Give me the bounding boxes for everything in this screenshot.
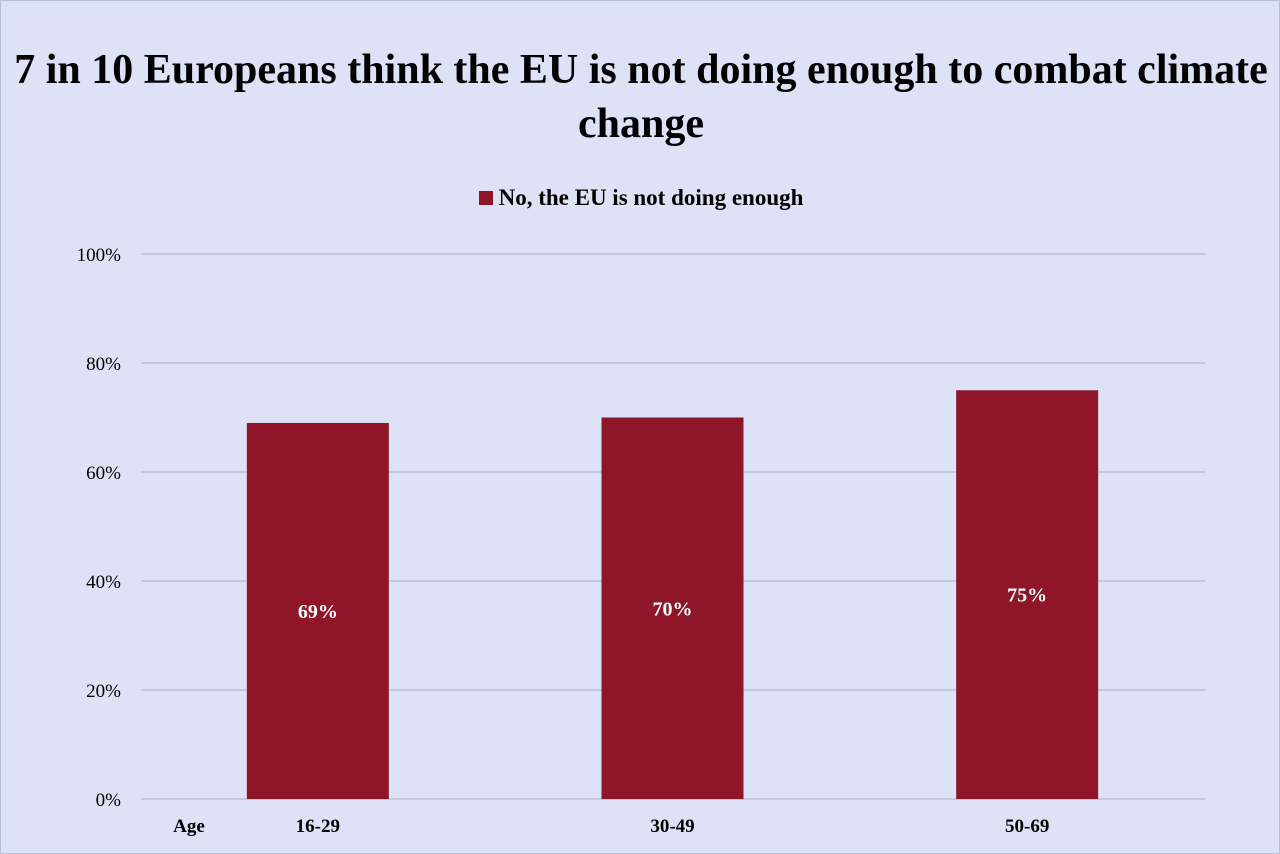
y-tick-label: 80% <box>86 354 121 375</box>
data-label: 70% <box>653 598 693 620</box>
legend: No, the EU is not doing enough <box>1 184 1280 212</box>
y-tick-label: 40% <box>86 572 121 593</box>
bars <box>246 390 1099 799</box>
data-labels: 69% 70% 75% <box>298 585 1047 623</box>
bar-16-29 <box>246 422 389 799</box>
legend-swatch <box>478 191 493 205</box>
x-tick-label: 50-69 <box>1005 816 1049 837</box>
y-tick-label: 100% <box>77 245 122 266</box>
y-axis-tick-labels: 0% 20% 40% 60% 80% 100% <box>77 245 122 811</box>
legend-label: No, the EU is not doing enough <box>498 185 804 210</box>
chart-title: 7 in 10 Europeans think the EU is not do… <box>14 47 1268 147</box>
data-label: 69% <box>298 601 338 623</box>
x-axis-labels: Age 16-29 30-49 50-69 <box>173 816 1049 837</box>
y-tick-label: 20% <box>86 681 121 702</box>
x-axis-title: Age <box>173 816 205 837</box>
bar-50-69 <box>956 390 1099 799</box>
y-tick-label: 60% <box>86 463 121 484</box>
bar-30-49 <box>601 417 744 799</box>
x-tick-label: 16-29 <box>296 816 340 837</box>
x-tick-label: 30-49 <box>650 816 694 837</box>
data-label: 75% <box>1007 585 1047 607</box>
y-tick-label: 0% <box>96 790 122 811</box>
